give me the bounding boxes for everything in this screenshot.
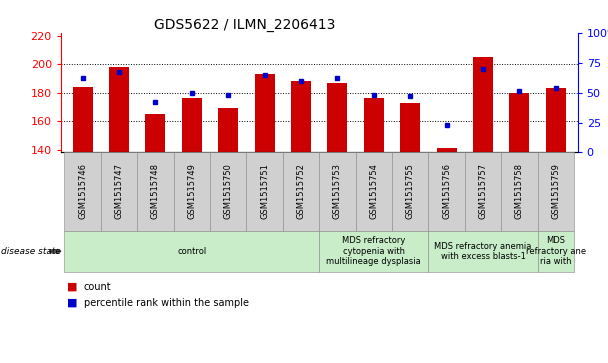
Text: GSM1515752: GSM1515752 [297, 164, 305, 219]
Bar [182, 98, 202, 152]
Text: MDS refractory
cytopenia with
multilineage dysplasia: MDS refractory cytopenia with multilinea… [326, 236, 421, 266]
Text: disease state: disease state [1, 247, 60, 256]
Bar [473, 57, 493, 152]
Bar [510, 93, 530, 152]
Bar [546, 88, 566, 152]
Text: GSM1515758: GSM1515758 [515, 163, 524, 220]
Text: GSM1515754: GSM1515754 [369, 164, 378, 219]
Text: control: control [177, 247, 207, 256]
Text: MDS
refractory ane
ria with: MDS refractory ane ria with [526, 236, 586, 266]
Text: GSM1515748: GSM1515748 [151, 163, 160, 220]
Text: GSM1515750: GSM1515750 [224, 164, 233, 219]
Bar [291, 81, 311, 152]
Text: GSM1515756: GSM1515756 [442, 163, 451, 220]
Bar [72, 87, 92, 152]
Text: GSM1515753: GSM1515753 [333, 163, 342, 220]
Bar [327, 82, 347, 152]
Text: GSM1515759: GSM1515759 [551, 164, 560, 219]
Text: GSM1515755: GSM1515755 [406, 164, 415, 219]
Text: GSM1515746: GSM1515746 [78, 163, 87, 220]
Bar [145, 114, 165, 152]
Text: count: count [84, 282, 111, 292]
Bar [255, 74, 275, 152]
Text: ■: ■ [67, 282, 77, 292]
Text: GSM1515749: GSM1515749 [187, 164, 196, 219]
Bar [437, 148, 457, 152]
Text: GSM1515751: GSM1515751 [260, 164, 269, 219]
Bar [400, 102, 420, 152]
Text: GDS5622 / ILMN_2206413: GDS5622 / ILMN_2206413 [154, 18, 335, 32]
Bar [364, 98, 384, 152]
Text: percentile rank within the sample: percentile rank within the sample [84, 298, 249, 308]
Text: ■: ■ [67, 298, 77, 308]
Text: GSM1515747: GSM1515747 [114, 163, 123, 220]
Text: GSM1515757: GSM1515757 [478, 163, 488, 220]
Text: MDS refractory anemia
with excess blasts-1: MDS refractory anemia with excess blasts… [434, 242, 531, 261]
Bar [109, 67, 129, 152]
Bar [218, 108, 238, 152]
